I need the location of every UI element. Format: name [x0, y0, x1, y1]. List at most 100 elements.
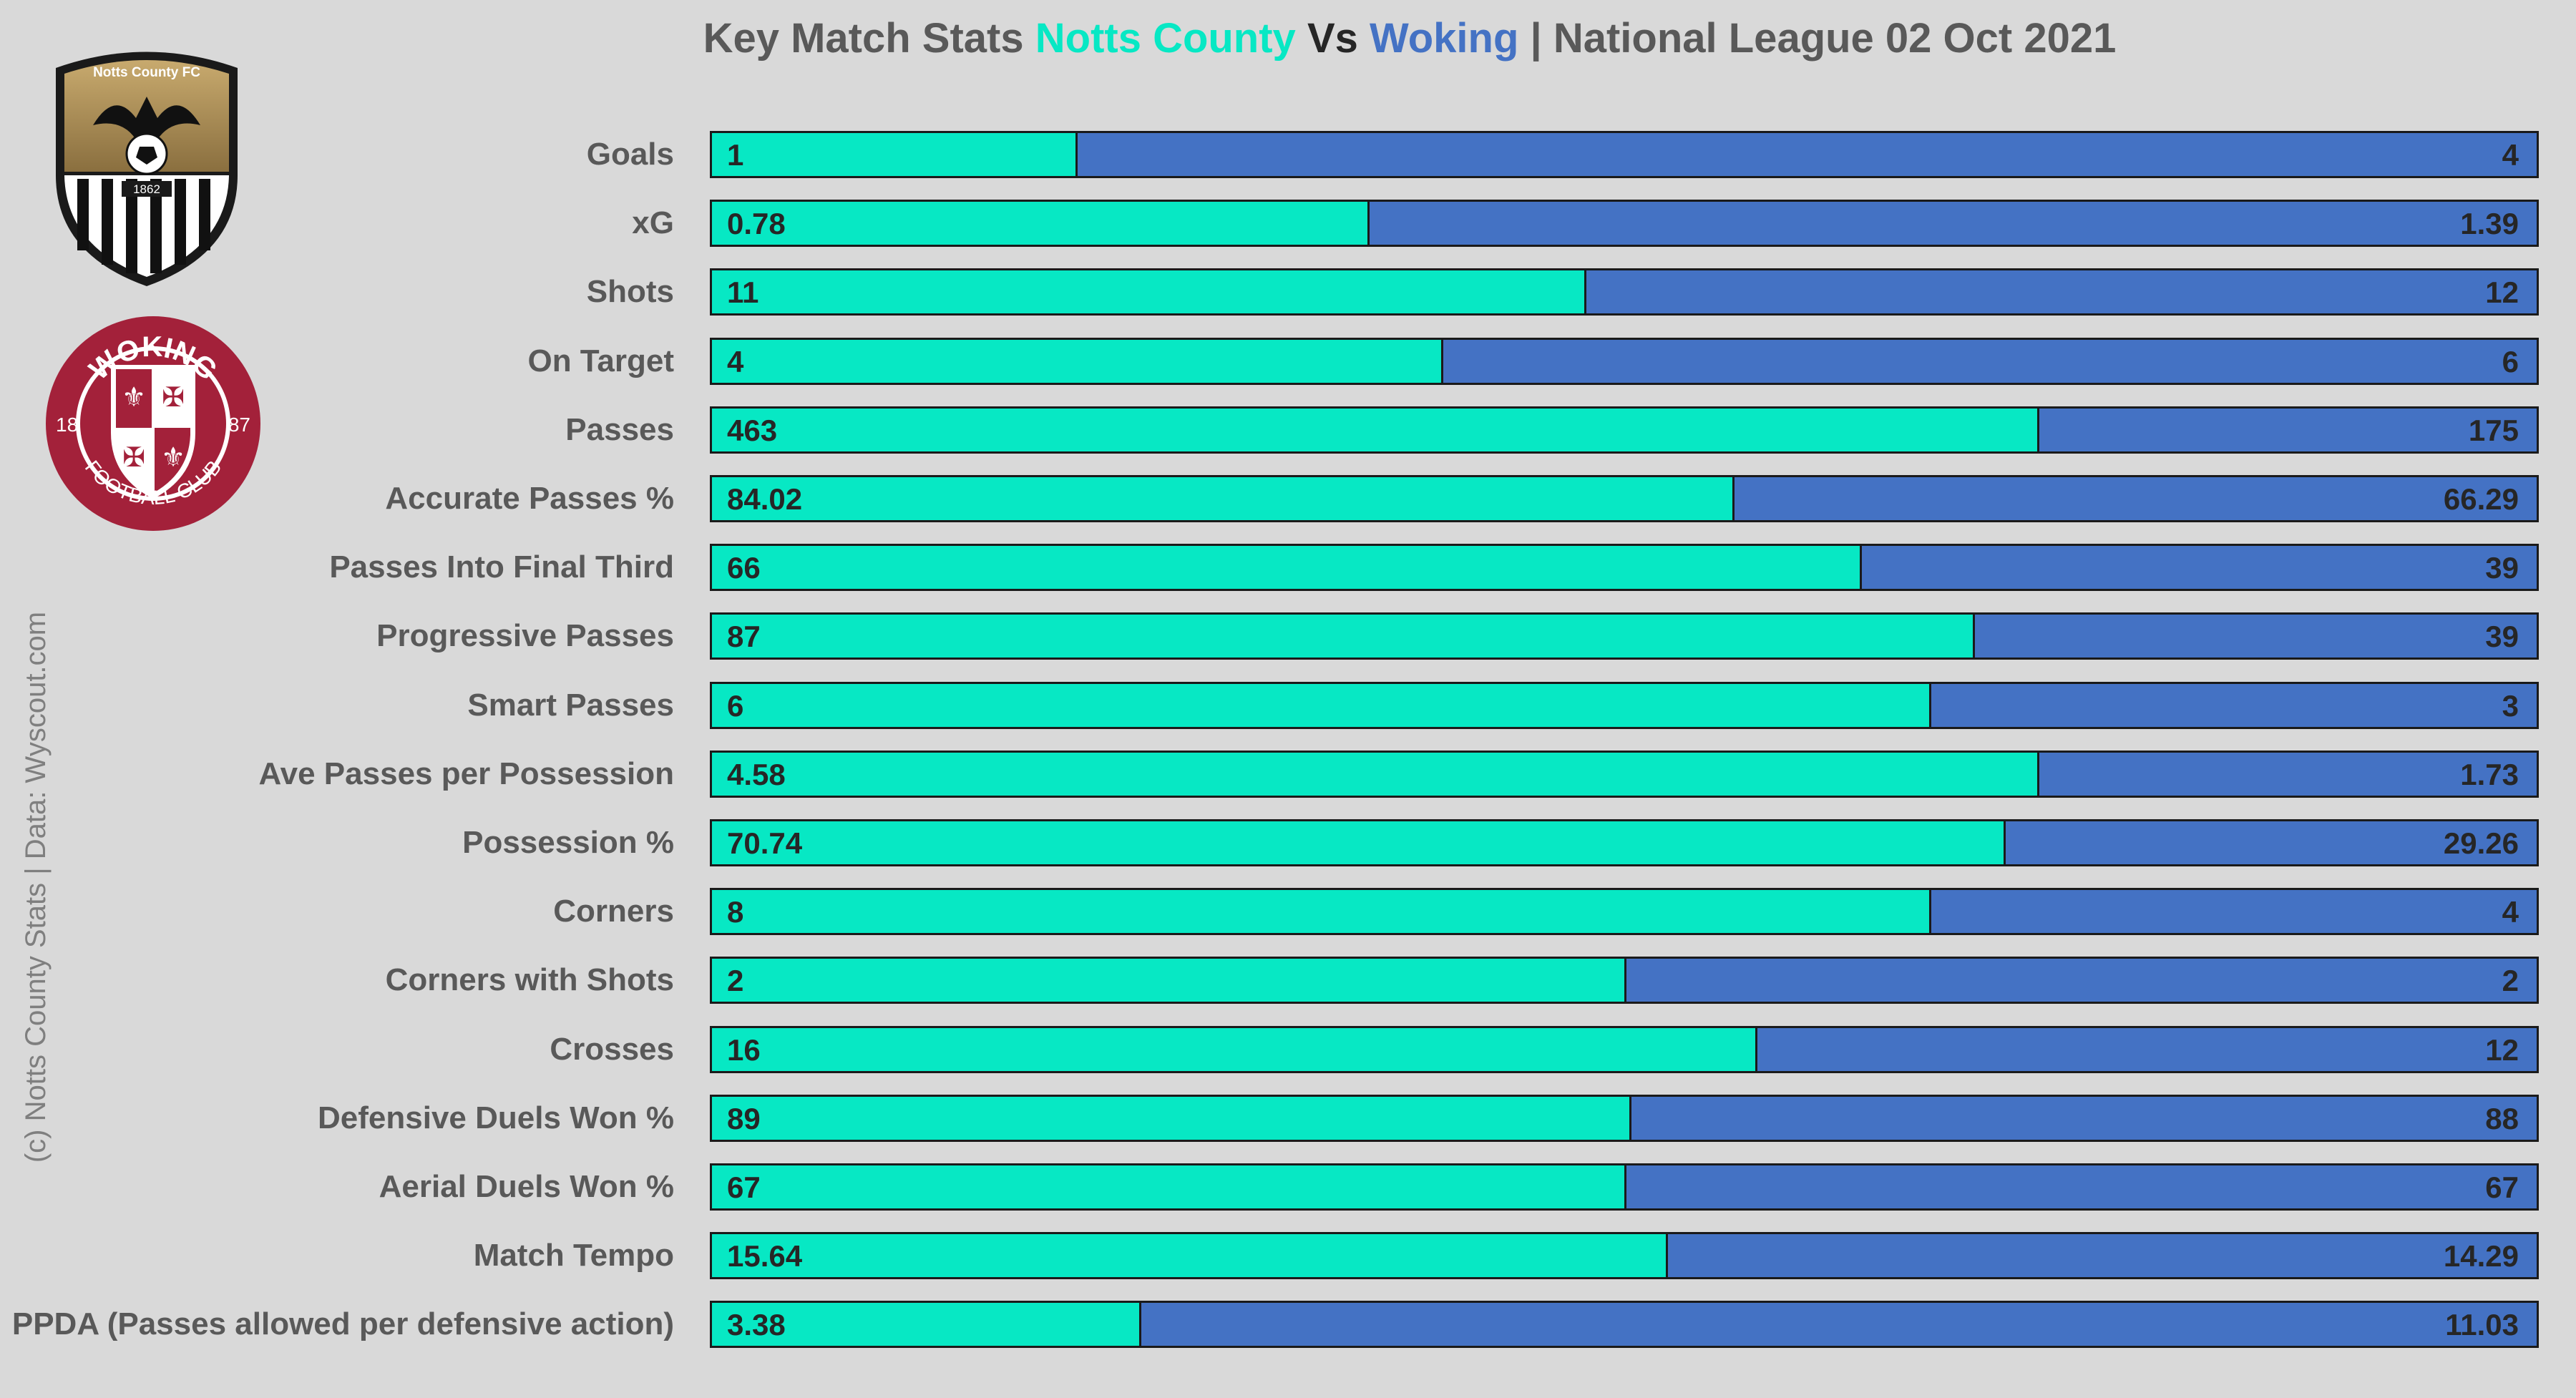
category-label: Smart Passes: [467, 687, 674, 723]
woking-crest-year-left: 18: [56, 414, 78, 436]
notts-crest-year: 1862: [133, 182, 160, 196]
home-bar: [710, 1301, 1139, 1349]
home-bar: [710, 544, 1860, 592]
title-away-team: Woking: [1370, 15, 1519, 62]
away-bar: [1755, 1025, 2539, 1073]
home-bar: [710, 1232, 1666, 1280]
away-value-label: 2: [2502, 964, 2519, 998]
svg-text:✠: ✠: [122, 441, 145, 473]
category-label: Progressive Passes: [376, 618, 674, 654]
away-bar: [1629, 1094, 2539, 1142]
category-label: Corners with Shots: [385, 962, 674, 998]
home-value-label: 463: [727, 413, 778, 447]
title-prefix: Key Match Stats: [703, 15, 1024, 62]
home-value-label: 67: [727, 1170, 761, 1204]
home-value-label: 1: [727, 138, 744, 172]
home-bar: [710, 819, 2004, 866]
away-value-label: 88: [2485, 1101, 2519, 1135]
away-value-label: 6: [2502, 344, 2519, 378]
home-value-label: 16: [727, 1032, 761, 1067]
away-value-label: 1.73: [2460, 757, 2519, 791]
away-value-label: 12: [2485, 275, 2519, 310]
away-value-label: 66.29: [2443, 482, 2519, 516]
notts-county-crest-icon: 1862 Notts County FC: [56, 52, 238, 286]
home-value-label: 15.64: [727, 1239, 803, 1274]
away-value-label: 39: [2485, 551, 2519, 585]
home-bar: [710, 200, 1367, 248]
home-value-label: 4: [727, 344, 744, 378]
home-value-label: 87: [727, 620, 761, 654]
home-bar: [710, 1163, 1624, 1211]
away-bar: [1929, 681, 2539, 729]
away-value-label: 12: [2485, 1032, 2519, 1067]
chart-title: Key Match Stats Notts County Vs Woking |…: [0, 14, 2576, 62]
away-value-label: 1.39: [2460, 207, 2519, 241]
title-vs: Vs: [1307, 15, 1358, 62]
away-bar: [2004, 819, 2539, 866]
category-label: Passes: [565, 411, 674, 447]
away-value-label: 175: [2468, 413, 2519, 447]
home-bar: [710, 612, 1973, 660]
home-bar: [710, 1094, 1629, 1142]
home-bar: [710, 888, 1929, 936]
category-label: Goals: [586, 137, 674, 172]
category-label: PPDA (Passes allowed per defensive actio…: [11, 1306, 674, 1342]
category-label: On Target: [527, 343, 674, 378]
home-value-label: 89: [727, 1101, 761, 1135]
svg-text:⚜: ⚜: [161, 441, 185, 473]
away-bar: [1367, 200, 2539, 248]
away-value-label: 67: [2485, 1170, 2519, 1204]
away-value-label: 11.03: [2445, 1308, 2519, 1342]
away-bar: [1973, 612, 2539, 660]
home-bar: [710, 475, 1732, 522]
home-bar: [710, 957, 1624, 1004]
home-value-label: 84.02: [727, 482, 803, 516]
category-label: Crosses: [550, 1031, 674, 1067]
away-value-label: 39: [2485, 620, 2519, 654]
away-bar: [2037, 750, 2539, 798]
home-bar: [710, 750, 2037, 798]
woking-crest-icon: ⚜ ✠ ✠ ⚜ WOKING FOOTBALL CLUB 18 87: [46, 316, 260, 531]
svg-text:✠: ✠: [162, 381, 185, 413]
title-suffix: | National League 02 Oct 2021: [1530, 15, 2117, 62]
category-label: Defensive Duels Won %: [318, 1100, 674, 1135]
category-label: xG: [632, 205, 674, 241]
away-bar: [1584, 268, 2539, 316]
away-bar: [1732, 475, 2539, 522]
home-value-label: 2: [727, 964, 744, 998]
home-bar: [710, 131, 1075, 178]
away-value-label: 3: [2502, 688, 2519, 723]
category-label: Corners: [553, 894, 674, 929]
category-label: Passes Into Final Third: [329, 549, 674, 585]
away-bar: [1075, 131, 2539, 178]
away-bar: [2037, 406, 2539, 454]
category-label: Match Tempo: [473, 1238, 674, 1274]
away-bar: [1666, 1232, 2539, 1280]
away-bar: [1441, 337, 2539, 385]
title-home-team: Notts County: [1035, 15, 1296, 62]
category-label: Possession %: [462, 825, 674, 860]
home-value-label: 70.74: [727, 826, 803, 860]
away-bar: [1860, 544, 2539, 592]
away-value-label: 4: [2502, 138, 2519, 172]
notts-crest-name: Notts County FC: [93, 65, 200, 80]
home-bar: [710, 406, 2037, 454]
home-value-label: 0.78: [727, 207, 786, 241]
category-label: Accurate Passes %: [385, 481, 674, 516]
away-value-label: 14.29: [2443, 1239, 2519, 1274]
home-bar: [710, 1025, 1755, 1073]
category-label: Shots: [586, 274, 674, 310]
home-value-label: 8: [727, 895, 744, 929]
category-label: Aerial Duels Won %: [379, 1169, 674, 1204]
home-bar: [710, 268, 1584, 316]
away-bar: [1929, 888, 2539, 936]
svg-text:⚜: ⚜: [122, 381, 146, 413]
category-label: Ave Passes per Possession: [258, 756, 675, 791]
home-value-label: 11: [727, 275, 759, 310]
home-bar: [710, 681, 1929, 729]
away-bar: [1624, 1163, 2539, 1211]
home-value-label: 4.58: [727, 757, 786, 791]
woking-crest-year-right: 87: [228, 414, 250, 436]
home-value-label: 6: [727, 688, 744, 723]
